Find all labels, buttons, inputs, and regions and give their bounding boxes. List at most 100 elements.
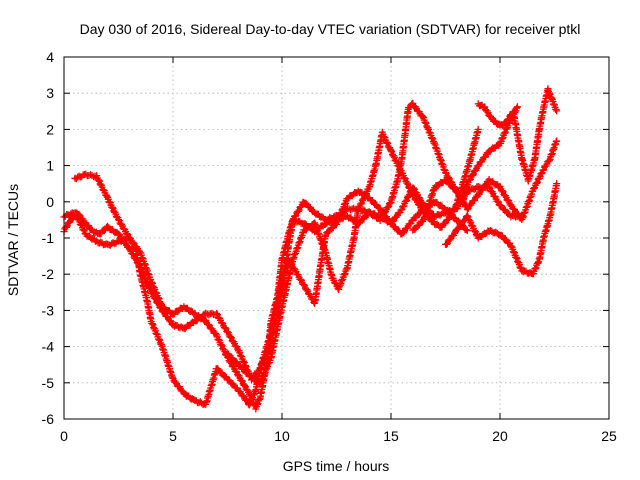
y-axis-title: SDTVAR / TECUs — [5, 184, 21, 296]
data-point — [95, 176, 103, 184]
data-point — [115, 216, 122, 223]
x-tick-label: 10 — [274, 428, 290, 444]
data-point — [534, 259, 542, 267]
data-point — [513, 104, 521, 112]
data-point — [229, 380, 237, 388]
data-point — [213, 309, 221, 317]
data-point — [402, 197, 410, 205]
series-track-4 — [224, 125, 482, 388]
x-tick-label: 20 — [492, 428, 508, 444]
data-point — [545, 157, 553, 165]
data-point — [300, 281, 308, 289]
data-point — [419, 113, 427, 121]
data-point — [401, 174, 409, 182]
data-point — [238, 377, 245, 384]
data-point — [446, 236, 454, 244]
data-point — [240, 357, 248, 365]
y-tick-label: -4 — [42, 339, 55, 355]
data-point — [214, 365, 222, 373]
x-tick-label: 25 — [601, 428, 617, 444]
data-point — [204, 320, 212, 328]
data-point — [410, 191, 418, 199]
data-point — [469, 171, 477, 179]
x-tick-label: 15 — [383, 428, 399, 444]
data-point — [236, 361, 243, 369]
data-point — [533, 179, 541, 187]
data-point — [227, 333, 235, 341]
data-point — [474, 125, 482, 133]
data-point — [494, 197, 502, 205]
data-point — [325, 228, 333, 236]
data-point — [512, 253, 520, 261]
data-point — [90, 173, 98, 181]
data-point — [387, 147, 395, 155]
data-point — [118, 235, 126, 242]
data-point — [395, 162, 402, 170]
data-point — [132, 255, 140, 262]
data-point — [508, 109, 516, 117]
data-point — [129, 238, 137, 246]
data-point — [459, 198, 467, 206]
data-point — [442, 169, 449, 177]
data-point — [463, 212, 471, 220]
data-point — [482, 182, 489, 190]
data-point — [474, 162, 482, 170]
series-track-7 — [474, 85, 561, 185]
y-tick-label: -3 — [42, 302, 55, 318]
data-point — [447, 181, 455, 189]
y-tick-label: 1 — [46, 158, 54, 174]
y-tick-label: 3 — [46, 85, 54, 101]
data-point — [450, 206, 458, 214]
data-point — [141, 274, 149, 282]
data-point — [456, 193, 464, 201]
data-point — [531, 265, 539, 273]
data-point — [303, 286, 311, 293]
chart-title: Day 030 of 2016, Sidereal Day-to-day VTE… — [80, 21, 581, 37]
data-point — [357, 200, 365, 208]
data-point — [217, 341, 225, 349]
data-point — [411, 225, 419, 233]
data-point — [553, 137, 561, 145]
data-point — [504, 116, 512, 124]
data-point — [294, 208, 302, 215]
data-point — [384, 204, 392, 211]
data-point — [553, 180, 561, 188]
series-track-6 — [442, 180, 561, 278]
data-point — [221, 324, 229, 332]
data-point — [297, 276, 305, 283]
x-tick-label: 5 — [169, 428, 177, 444]
data-point — [232, 367, 240, 375]
series-track-5 — [409, 137, 561, 234]
data-point — [397, 206, 405, 214]
y-tick-label: -5 — [42, 375, 55, 391]
data-markers — [60, 85, 561, 413]
data-point — [172, 378, 180, 386]
data-point — [129, 250, 136, 258]
data-point — [471, 227, 479, 235]
y-tick-label: -1 — [42, 230, 55, 246]
y-tick-label: 2 — [46, 121, 54, 137]
data-point — [463, 227, 471, 235]
x-tick-label: 0 — [60, 428, 68, 444]
data-point — [212, 330, 220, 338]
data-point — [513, 103, 521, 111]
data-point — [241, 381, 249, 389]
data-point — [151, 294, 159, 302]
data-point — [379, 208, 387, 216]
data-point — [123, 230, 131, 238]
data-point — [302, 199, 310, 207]
axis-ticks: 0 5 10 15 20 25 -6 -5 -4 -3 -2 -1 0 1 2 3 4 — [42, 49, 617, 444]
y-tick-label: -2 — [42, 266, 55, 282]
data-point — [462, 226, 470, 234]
data-point — [463, 206, 471, 214]
data-point — [232, 358, 240, 366]
data-point — [75, 210, 83, 218]
data-point — [400, 229, 408, 237]
data-point — [103, 192, 111, 200]
y-tick-label: 4 — [46, 49, 54, 65]
data-point — [385, 200, 393, 208]
y-tick-label: 0 — [46, 194, 54, 210]
y-tick-label: -6 — [42, 411, 55, 427]
data-point — [553, 107, 561, 115]
